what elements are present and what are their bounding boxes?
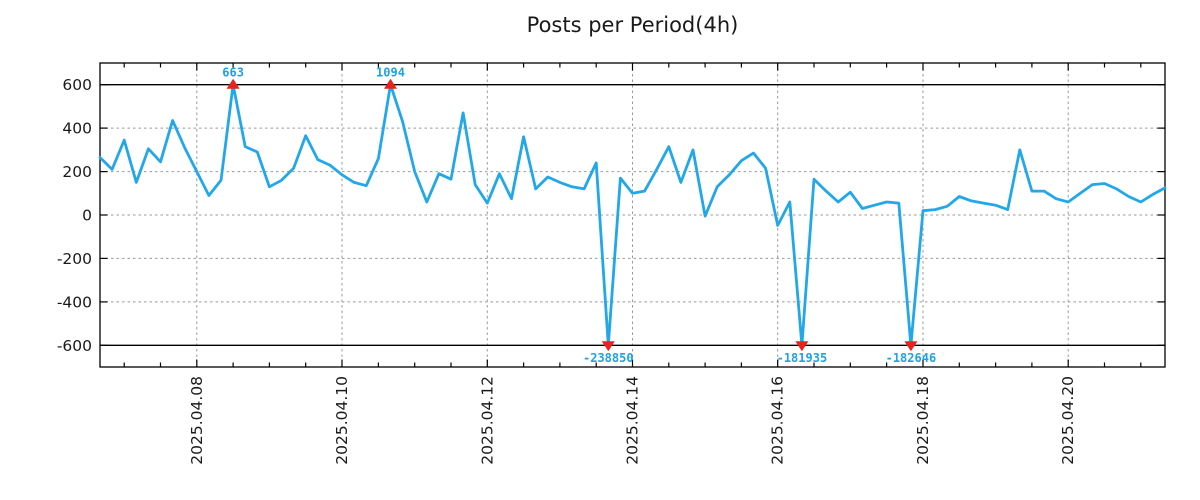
annotation-label: 1094	[376, 66, 405, 80]
trough-marker	[904, 341, 918, 352]
annotation-label: -181935	[777, 351, 828, 365]
chart-title: Posts per Period(4h)	[526, 13, 739, 37]
x-tick-label: 2025.04.10	[333, 376, 351, 465]
x-tick-label: 2025.04.14	[624, 376, 642, 465]
x-tick-label: 2025.04.16	[769, 376, 787, 465]
clip-lines	[100, 84, 1165, 346]
y-tick-label: -400	[57, 293, 92, 311]
x-ticks	[123, 63, 1142, 367]
peak-marker	[226, 78, 240, 89]
annotation-label: -238850	[583, 351, 634, 365]
annotation-label: -182646	[886, 351, 937, 365]
trough-marker	[601, 341, 615, 352]
y-tick-label: 600	[62, 76, 92, 94]
y-tick-label: 0	[82, 207, 92, 225]
x-tick-label: 2025.04.18	[914, 376, 932, 465]
y-ticks	[100, 84, 1165, 346]
x-tick-labels: 2025.04.08 2025.04.10 2025.04.12 2025.04.14…	[188, 376, 1077, 465]
y-gridlines	[100, 127, 1165, 303]
annotation-label: 663	[222, 66, 244, 80]
y-tick-label: 400	[62, 120, 92, 138]
x-tick-label: 2025.04.08	[188, 376, 206, 465]
y-tick-labels: 600 400 200 0 -200 -400 -600	[57, 76, 92, 355]
x-tick-label: 2025.04.20	[1059, 376, 1077, 465]
x-tick-label: 2025.04.12	[478, 376, 496, 465]
y-tick-label: 200	[62, 163, 92, 181]
y-tick-label: -600	[57, 337, 92, 355]
annotations: 663 1094 -238850 -181935 -182646	[222, 66, 936, 365]
plot-border	[99, 62, 1166, 368]
peak-marker	[384, 78, 397, 89]
y-tick-label: -200	[57, 250, 92, 268]
series-line	[98, 83, 1167, 347]
x-gridlines	[196, 63, 1069, 367]
trough-marker	[795, 341, 809, 352]
